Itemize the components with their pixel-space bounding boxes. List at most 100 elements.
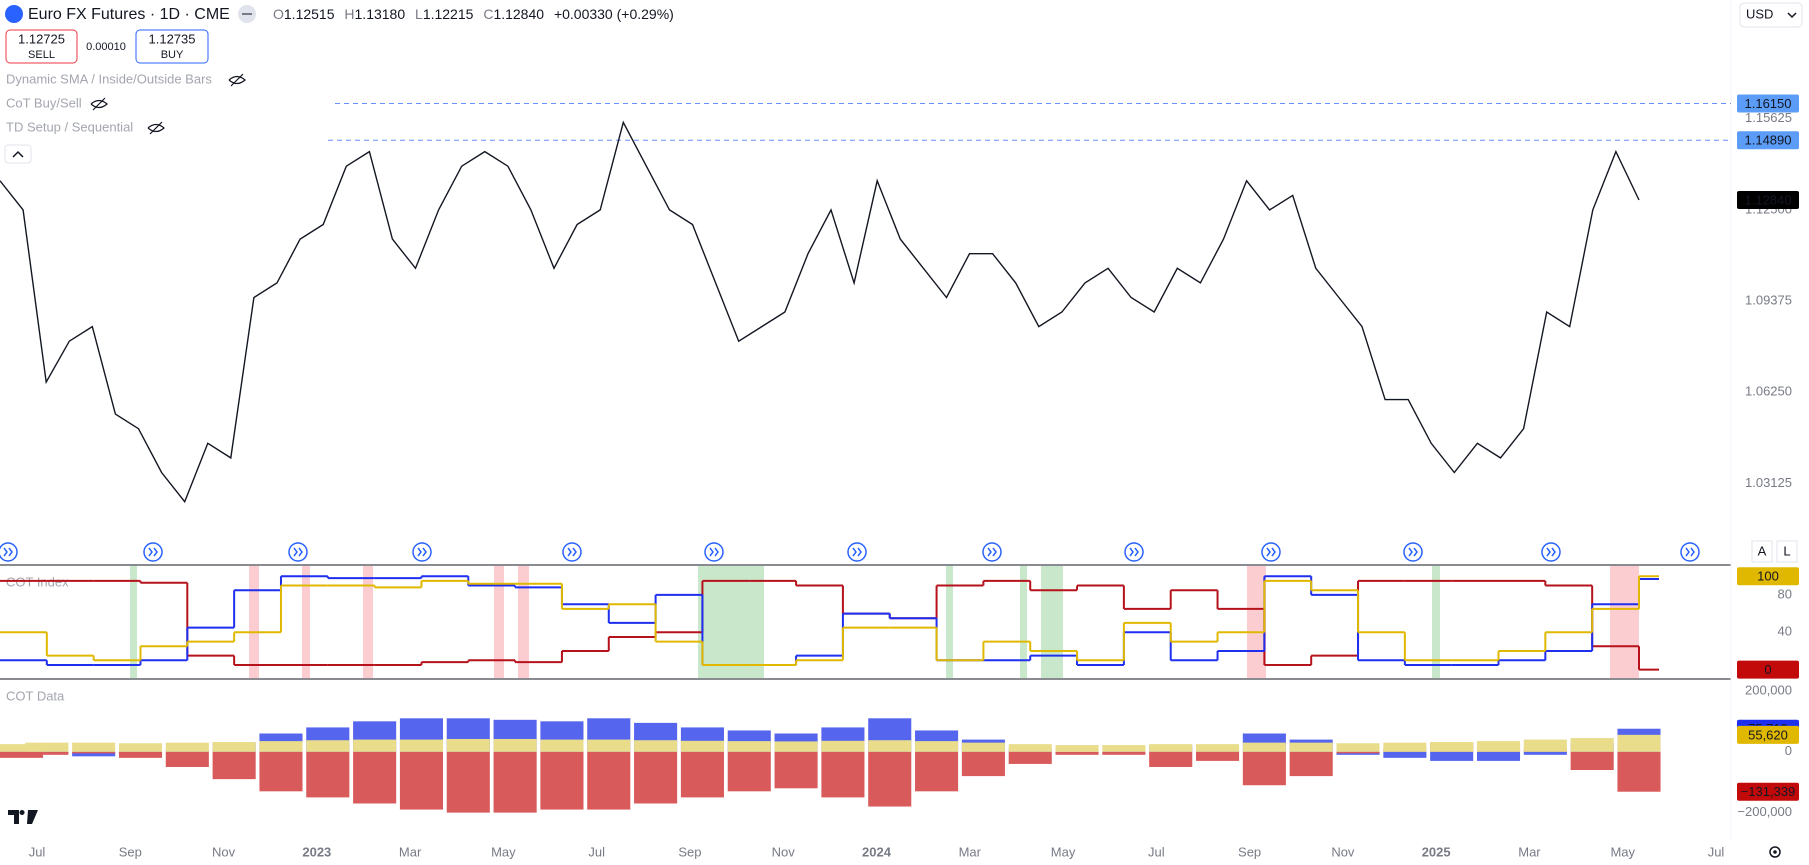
time-label: Mar [1518, 844, 1541, 859]
time-label: Nov [772, 844, 796, 859]
ohlc-value: 1.12840 [493, 6, 544, 22]
cot-data-bar [821, 740, 865, 752]
log-scale-button[interactable] [1776, 540, 1798, 563]
signal-marker [143, 542, 163, 562]
eye-icon[interactable] [147, 121, 165, 135]
cot-data-tick-label: 0 [1785, 743, 1792, 758]
last-price-tag: 1.12840 [1745, 192, 1792, 207]
cot-data-bar [1336, 743, 1380, 752]
hidden-eye-icons [90, 73, 246, 135]
cot-data-bar [587, 751, 631, 810]
cot-data-bar [1196, 744, 1240, 752]
cot-data-bar [1570, 751, 1614, 771]
cot-data-tag: 55,620 [1748, 727, 1788, 742]
level-tag: 1.14890 [1745, 133, 1792, 148]
time-label: Nov [212, 844, 236, 859]
cot-data-bar [353, 739, 397, 752]
cot-data-bar [0, 744, 44, 752]
level-tag: 1.16150 [1745, 96, 1792, 111]
cot-data-bar [1242, 742, 1286, 752]
cot-data-tick-label: −200,000 [1737, 804, 1792, 819]
signal-marker [412, 542, 432, 562]
signal-chevrons [709, 547, 719, 557]
eye-icon[interactable] [228, 73, 246, 87]
cot-index-tick-label: 40 [1778, 624, 1792, 639]
signal-marker [1541, 542, 1561, 562]
chevron-up [12, 150, 24, 158]
signal-chevrons [148, 547, 158, 557]
spread: 0.00010 [86, 41, 126, 53]
cot-data-bar [118, 743, 163, 752]
cot-data-bar [306, 740, 350, 752]
signal-marker [982, 542, 1002, 562]
cot-data-bar [212, 751, 256, 780]
signal-chevrons [1266, 547, 1276, 557]
currency-chevron [1787, 12, 1797, 19]
cot-data-bar [259, 741, 303, 752]
time-label: Jul [588, 844, 605, 859]
currency-button[interactable] [1739, 2, 1803, 28]
settings-gear[interactable] [1769, 846, 1781, 858]
cot-data-bar [868, 751, 912, 807]
time-label: Jul [29, 844, 46, 859]
cot-data-bar [1196, 751, 1240, 761]
cot-data-bar [306, 751, 350, 798]
tv-logo[interactable] [8, 810, 38, 824]
time-label: Sep [678, 844, 701, 859]
ohlc-value: 1.13180 [355, 6, 406, 22]
signal-chevrons [293, 547, 303, 557]
ohlc-value: 1.12215 [423, 6, 474, 22]
cot-data-bar [540, 739, 584, 752]
cot-data-bar [1383, 751, 1427, 758]
settings-gear-center [1773, 850, 1777, 854]
collapse-legend[interactable] [4, 144, 32, 164]
cot-data-bar [353, 751, 397, 804]
cot-data-bar [72, 742, 116, 752]
signal-marker [1680, 542, 1700, 562]
cot-data-bar [1242, 751, 1286, 786]
time-label: May [1051, 844, 1076, 859]
price-line [0, 120, 1640, 504]
price-tick-label: 1.06250 [1745, 384, 1792, 399]
time-label: Mar [399, 844, 422, 859]
cot-data-bar [961, 751, 1005, 777]
cot-data-bar [1055, 751, 1099, 755]
level-tag-bg [1737, 94, 1799, 113]
symbol-title[interactable]: Euro FX Futures · 1D · CME [28, 6, 230, 23]
cot-data-bar [1289, 742, 1333, 752]
buy-button[interactable] [135, 29, 209, 64]
level-tag-bg [1737, 131, 1799, 150]
cot-data-bar [493, 751, 537, 813]
pane-title: COT Index [6, 574, 69, 589]
time-label: Sep [1238, 844, 1261, 859]
sell-label: SELL [28, 49, 55, 61]
cot-data-bar [1289, 751, 1333, 777]
signal-chevrons [852, 547, 862, 557]
signal-marker [1124, 542, 1144, 562]
cot-data-tag-bg [1737, 725, 1799, 744]
signal-band [1020, 566, 1027, 678]
cot-data-bar [25, 742, 69, 752]
cot-data-bar [212, 742, 256, 752]
cot-data-bar [399, 739, 443, 752]
eye-icon[interactable] [90, 97, 108, 111]
signal-marker [847, 542, 867, 562]
cot-data-bar [118, 751, 163, 758]
ohlc-key: O [273, 6, 284, 22]
cot-data-bar [634, 740, 678, 752]
signal-band [946, 566, 953, 678]
sell-button[interactable] [5, 29, 78, 64]
time-label: Sep [119, 844, 142, 859]
button-label: L [1783, 543, 1790, 558]
buy-label: BUY [161, 49, 184, 61]
cot-data-bar [587, 739, 631, 752]
cot-data-bar [1008, 744, 1052, 752]
signal-marker [1403, 542, 1423, 562]
indicator-label[interactable]: TD Setup / Sequential [6, 119, 133, 134]
auto-scale-button[interactable] [1751, 540, 1773, 563]
indicator-label[interactable]: CoT Buy/Sell [6, 95, 82, 110]
signal-band [1610, 566, 1639, 678]
signal-band [518, 566, 529, 678]
indicator-label[interactable]: Dynamic SMA / Inside/Outside Bars [6, 71, 212, 86]
